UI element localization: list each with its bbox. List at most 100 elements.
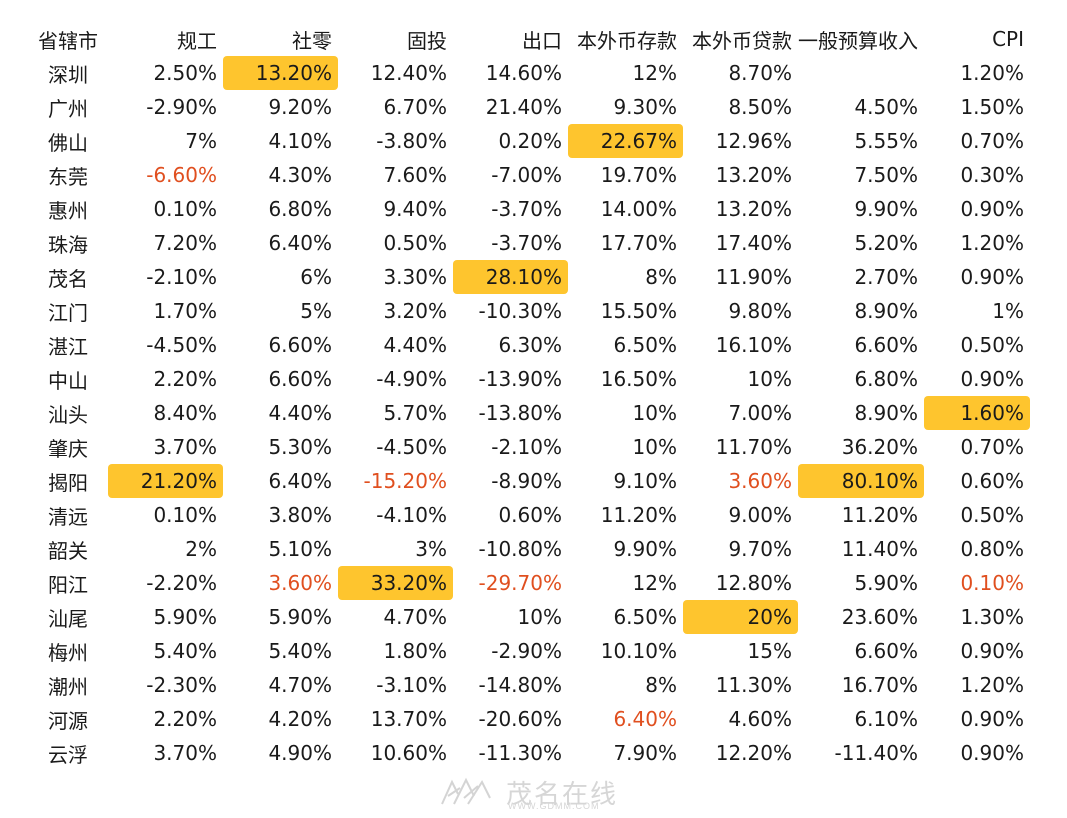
watermark: 茂名在线 WWW.GDMM.COM (432, 772, 642, 812)
value-cell: -11.30% (478, 741, 562, 765)
column-header: 固投 (407, 28, 447, 53)
value-cell: 0.80% (960, 537, 1024, 561)
table-row: 潮州 -2.30% 4.70% -3.10% -14.80% 8% 11.30% 16.70%… (28, 668, 1030, 702)
value-cell: 10% (632, 401, 677, 425)
table-row: 江门 1.70% 5% 3.20% -10.30% 15.50% 9.80% 8.90% 1% (28, 294, 1030, 328)
value-cell: 5.20% (854, 231, 918, 255)
value-cell: 8.50% (728, 95, 792, 119)
value-cell: 0.90% (960, 639, 1024, 663)
city-name-cell: 中山 (48, 368, 88, 393)
column-header: 一般预算收入 (798, 28, 918, 53)
value-cell: 8.90% (854, 401, 918, 425)
value-cell: 15.50% (600, 299, 677, 323)
value-cell: 22.67% (568, 124, 683, 158)
table-row: 清远 0.10% 3.80% -4.10% 0.60% 11.20% 9.00% 11.20%… (28, 498, 1030, 532)
value-cell: 33.20% (338, 566, 453, 600)
value-cell: 4.40% (383, 333, 447, 357)
value-cell: 6.70% (383, 95, 447, 119)
value-cell: 20% (683, 600, 798, 634)
value-cell: 9.30% (613, 95, 677, 119)
value-cell: 7% (185, 129, 217, 153)
value-cell: 6.60% (268, 367, 332, 391)
value-cell: -6.60% (146, 163, 217, 187)
value-cell: 4.60% (728, 707, 792, 731)
value-cell: 0.50% (383, 231, 447, 255)
value-cell: -11.40% (834, 741, 918, 765)
value-cell: -3.70% (491, 197, 562, 221)
city-name-cell: 深圳 (48, 62, 88, 87)
value-cell: 1.50% (960, 95, 1024, 119)
table-row: 韶关 2% 5.10% 3% -10.80% 9.90% 9.70% 11.40% 0.80% (28, 532, 1030, 566)
watermark-name: 茂名在线 (506, 780, 619, 810)
value-cell: 9.70% (728, 537, 792, 561)
value-cell: 1% (992, 299, 1024, 323)
table-body: 深圳 2.50% 13.20% 12.40% 14.60% 12% 8.70% 1.20% 广州… (28, 56, 1030, 770)
table-row: 汕尾 5.90% 5.90% 4.70% 10% 6.50% 20% 23.60% 1.30% (28, 600, 1030, 634)
value-cell: 5.70% (383, 401, 447, 425)
value-cell: 1.20% (960, 231, 1024, 255)
value-cell: -2.10% (491, 435, 562, 459)
value-cell: 3.80% (268, 503, 332, 527)
value-cell: 6.80% (268, 197, 332, 221)
city-name-cell: 惠州 (48, 198, 88, 223)
value-cell: -8.90% (491, 469, 562, 493)
watermark-url: WWW.GDMM.COM (508, 801, 600, 811)
value-cell: 16.10% (715, 333, 792, 357)
column-header: 本外币贷款 (692, 28, 792, 53)
value-cell: 3.30% (383, 265, 447, 289)
value-cell: 0.30% (960, 163, 1024, 187)
value-cell: 0.90% (960, 741, 1024, 765)
value-cell: 0.20% (498, 129, 562, 153)
value-cell: 5% (300, 299, 332, 323)
value-cell: 4.70% (383, 605, 447, 629)
value-cell: 4.20% (268, 707, 332, 731)
value-cell: -3.70% (491, 231, 562, 255)
column-header: CPI (992, 27, 1024, 51)
value-cell: 0.50% (960, 503, 1024, 527)
value-cell: 6% (300, 265, 332, 289)
value-cell: 28.10% (453, 260, 568, 294)
value-cell: 0.70% (960, 435, 1024, 459)
value-cell: 19.70% (600, 163, 677, 187)
value-cell: 6.80% (854, 367, 918, 391)
city-name-cell: 湛江 (48, 334, 88, 359)
value-cell: -3.80% (376, 129, 447, 153)
table-row: 阳江 -2.20% 3.60% 33.20% -29.70% 12% 12.80% 5.90%… (28, 566, 1030, 600)
value-cell: 3.60% (268, 571, 332, 595)
city-name-cell: 汕头 (48, 402, 88, 427)
column-header: 本外币存款 (577, 28, 677, 53)
value-cell: 1.70% (153, 299, 217, 323)
value-cell: 12.20% (715, 741, 792, 765)
value-cell: 9.10% (613, 469, 677, 493)
value-cell: -7.00% (491, 163, 562, 187)
value-cell: 80.10% (798, 464, 924, 498)
value-cell: 5.90% (854, 571, 918, 595)
value-cell: 12.96% (715, 129, 792, 153)
value-cell: 9.90% (854, 197, 918, 221)
value-cell: 0.10% (153, 503, 217, 527)
value-cell: 10% (747, 367, 792, 391)
value-cell: 11.20% (600, 503, 677, 527)
city-statistics-table: 省辖市 规工 社零 固投 出口 本外币存款 本外币贷款 一般预算收入 CPI 深圳 2.50% 13… (28, 22, 1030, 770)
city-name-cell: 揭阳 (48, 470, 88, 495)
value-cell: 17.70% (600, 231, 677, 255)
value-cell: -20.60% (478, 707, 562, 731)
value-cell: 0.10% (960, 571, 1024, 595)
column-header-city: 省辖市 (38, 28, 98, 53)
value-cell: -13.80% (478, 401, 562, 425)
value-cell: -4.50% (146, 333, 217, 357)
table-row: 揭阳 21.20% 6.40% -15.20% -8.90% 9.10% 3.60% 80.1… (28, 464, 1030, 498)
value-cell: 6.10% (854, 707, 918, 731)
value-cell: -10.30% (478, 299, 562, 323)
value-cell: 4.10% (268, 129, 332, 153)
value-cell: 0.90% (960, 265, 1024, 289)
value-cell: 11.30% (715, 673, 792, 697)
value-cell: 16.50% (600, 367, 677, 391)
value-cell: 16.70% (841, 673, 918, 697)
table-row: 东莞 -6.60% 4.30% 7.60% -7.00% 19.70% 13.20% 7.50… (28, 158, 1030, 192)
city-name-cell: 肇庆 (48, 436, 88, 461)
value-cell: -10.80% (478, 537, 562, 561)
value-cell: 0.90% (960, 197, 1024, 221)
value-cell: 5.90% (268, 605, 332, 629)
value-cell: 9.40% (383, 197, 447, 221)
